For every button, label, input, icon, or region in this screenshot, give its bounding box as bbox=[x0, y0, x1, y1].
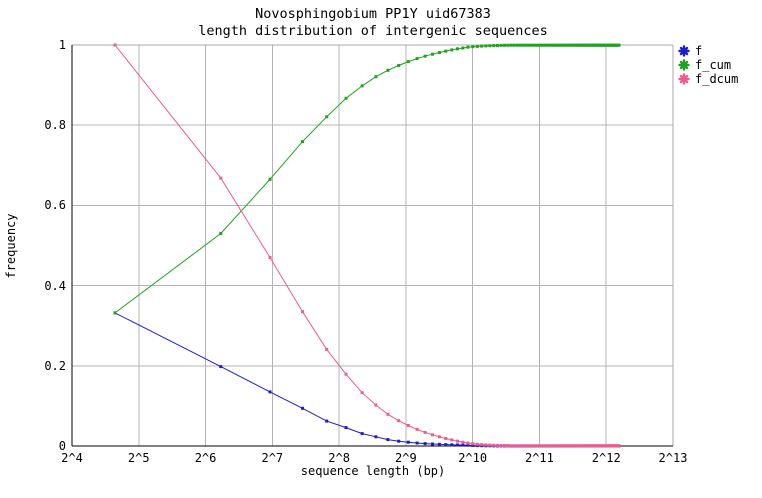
legend-label-f-cum: f_cum bbox=[695, 58, 732, 72]
x-tick-label: 2^4 bbox=[61, 451, 83, 465]
chart-title: Novosphingobium PP1Y uid67383 bbox=[255, 6, 491, 22]
legend-item-f-dcum: f_dcum bbox=[678, 72, 738, 86]
series-line-f bbox=[114, 312, 619, 447]
x-tick-label: 2^10 bbox=[458, 451, 488, 465]
series-line-f_dcum bbox=[114, 44, 619, 447]
y-tick-label: 1 bbox=[58, 38, 66, 52]
x-tick-label: 2^12 bbox=[591, 451, 621, 465]
legend-item-f: f bbox=[678, 44, 738, 58]
series-line-f_cum bbox=[114, 44, 619, 314]
legend-label-f-dcum: f_dcum bbox=[695, 72, 739, 86]
legend-item-f-cum: f_cum bbox=[678, 58, 738, 72]
chart-subtitle: length distribution of intergenic sequen… bbox=[198, 23, 548, 39]
y-axis-label: frequency bbox=[4, 213, 18, 279]
legend-label-f: f bbox=[695, 44, 703, 58]
f-dcum-series-marker-icon bbox=[678, 73, 690, 85]
y-tick-label: 0.8 bbox=[44, 118, 66, 133]
x-tick-label: 2^5 bbox=[127, 451, 150, 465]
x-tick-label: 2^7 bbox=[261, 451, 284, 465]
legend: f f_cum f_dcum bbox=[678, 44, 738, 86]
y-tick-label: 0.6 bbox=[44, 198, 66, 213]
x-tick-label: 2^9 bbox=[395, 451, 417, 465]
y-tick-label: 0.2 bbox=[44, 358, 66, 373]
x-axis-label: sequence length (bp) bbox=[300, 464, 446, 478]
f-series-marker-icon bbox=[678, 45, 690, 57]
x-tick-label: 2^11 bbox=[524, 451, 554, 465]
y-tick-label: 0 bbox=[58, 439, 66, 453]
x-tick-label: 2^13 bbox=[658, 451, 688, 465]
f-cum-series-marker-icon bbox=[678, 59, 690, 71]
x-tick-label: 2^6 bbox=[194, 451, 217, 465]
y-tick-label: 0.4 bbox=[44, 278, 66, 293]
x-tick-label: 2^8 bbox=[328, 451, 350, 465]
